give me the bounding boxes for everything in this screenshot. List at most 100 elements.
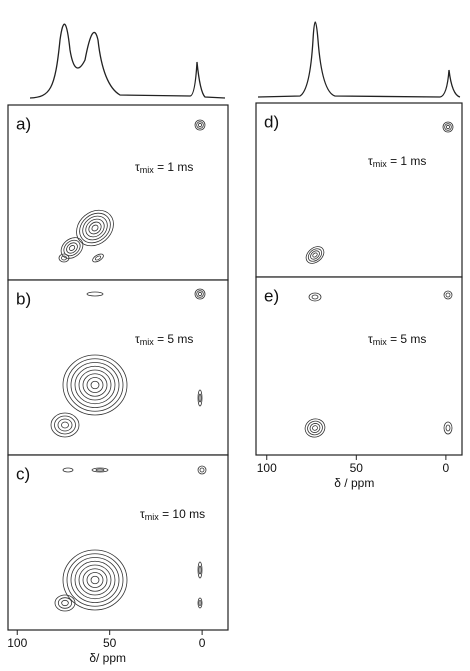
panel-frame bbox=[255, 276, 463, 456]
contour bbox=[91, 224, 99, 232]
tau: τ bbox=[368, 332, 373, 346]
contour bbox=[91, 467, 109, 473]
contour bbox=[58, 253, 70, 263]
contour bbox=[307, 248, 323, 262]
spectrum-1d bbox=[257, 21, 461, 98]
contour bbox=[92, 253, 104, 263]
contour bbox=[197, 389, 203, 407]
tau-subscript: mix bbox=[145, 512, 159, 522]
contour bbox=[61, 255, 67, 261]
contour bbox=[196, 121, 204, 129]
contour bbox=[54, 594, 76, 612]
contour bbox=[197, 597, 203, 609]
contour bbox=[95, 468, 105, 472]
tau-subscript: mix bbox=[140, 337, 154, 347]
panel-frame bbox=[7, 104, 229, 281]
tau-value: = 5 ms bbox=[154, 332, 194, 346]
tau: τ bbox=[135, 332, 140, 346]
mixing-time: τmix = 5 ms bbox=[368, 332, 426, 347]
contour bbox=[445, 124, 451, 130]
panel-frame bbox=[255, 102, 463, 278]
contour bbox=[312, 425, 318, 431]
contour bbox=[198, 600, 202, 606]
contour bbox=[61, 421, 69, 429]
tau-value: = 1 ms bbox=[387, 154, 427, 168]
mixing-time: τmix = 1 ms bbox=[135, 160, 193, 175]
contour bbox=[78, 564, 112, 596]
mixing-time: τmix = 1 ms bbox=[368, 154, 426, 169]
contour bbox=[309, 423, 321, 433]
panel-label: a) bbox=[16, 114, 31, 133]
contour bbox=[74, 365, 116, 405]
x-axis-label: δ / ppm bbox=[334, 476, 374, 490]
contour bbox=[70, 362, 120, 408]
contour bbox=[304, 418, 326, 438]
contour bbox=[86, 572, 104, 588]
x-tick-label: 100 bbox=[257, 461, 277, 475]
panels: a)τmix = 1 msb)τmix = 5 msc)τmix = 10 ms… bbox=[7, 102, 463, 665]
contour bbox=[197, 122, 203, 128]
contour bbox=[66, 358, 124, 412]
contour bbox=[54, 415, 76, 435]
contour bbox=[445, 424, 451, 432]
contour bbox=[197, 291, 203, 297]
panel-label: e) bbox=[264, 286, 279, 305]
tau-subscript: mix bbox=[373, 337, 387, 347]
contour bbox=[199, 467, 205, 473]
contour bbox=[311, 294, 319, 300]
contour bbox=[196, 290, 204, 298]
contour bbox=[79, 212, 111, 244]
contour bbox=[198, 393, 202, 403]
contour bbox=[57, 597, 73, 609]
contour bbox=[66, 242, 78, 254]
contour bbox=[86, 291, 104, 297]
contour bbox=[76, 209, 114, 247]
contour bbox=[57, 418, 73, 432]
panel-label: b) bbox=[16, 289, 31, 308]
contour bbox=[194, 119, 206, 131]
contour bbox=[74, 560, 116, 600]
mixing-time: τmix = 10 ms bbox=[140, 507, 205, 522]
contour bbox=[62, 549, 128, 611]
contour bbox=[88, 221, 102, 235]
x-tick-label: 50 bbox=[350, 461, 364, 475]
contour bbox=[94, 255, 102, 261]
contour bbox=[308, 292, 322, 302]
x-tick-label: 50 bbox=[103, 636, 117, 650]
contour bbox=[198, 565, 202, 575]
panel-frame bbox=[7, 454, 229, 631]
contour bbox=[68, 245, 76, 251]
contour bbox=[78, 369, 112, 401]
tau-value: = 5 ms bbox=[387, 332, 427, 346]
contour bbox=[62, 354, 128, 416]
contour bbox=[445, 292, 451, 298]
contour bbox=[312, 252, 318, 258]
contour bbox=[305, 246, 325, 264]
tau: τ bbox=[368, 154, 373, 168]
x-axis-label: δ/ ppm bbox=[89, 651, 126, 665]
x-tick-label: 0 bbox=[199, 636, 206, 650]
contour bbox=[82, 568, 108, 592]
contour bbox=[90, 380, 100, 390]
contour bbox=[50, 412, 80, 438]
tau-subscript: mix bbox=[373, 159, 387, 169]
tau-value: = 10 ms bbox=[159, 507, 205, 521]
tau-subscript: mix bbox=[140, 165, 154, 175]
contour bbox=[442, 121, 454, 133]
contour bbox=[86, 377, 104, 393]
panel-frame bbox=[7, 279, 229, 456]
contour bbox=[444, 123, 452, 131]
contour bbox=[443, 421, 453, 435]
x-tick-label: 100 bbox=[7, 636, 27, 650]
tau-value: = 1 ms bbox=[154, 160, 194, 174]
contour bbox=[82, 215, 108, 241]
contour bbox=[197, 465, 207, 475]
contour bbox=[61, 599, 69, 607]
contour bbox=[85, 218, 105, 238]
tau: τ bbox=[140, 507, 145, 521]
x-tick-label: 0 bbox=[443, 461, 450, 475]
panel-label: d) bbox=[264, 112, 279, 131]
contour bbox=[62, 467, 74, 473]
contour bbox=[60, 237, 84, 259]
